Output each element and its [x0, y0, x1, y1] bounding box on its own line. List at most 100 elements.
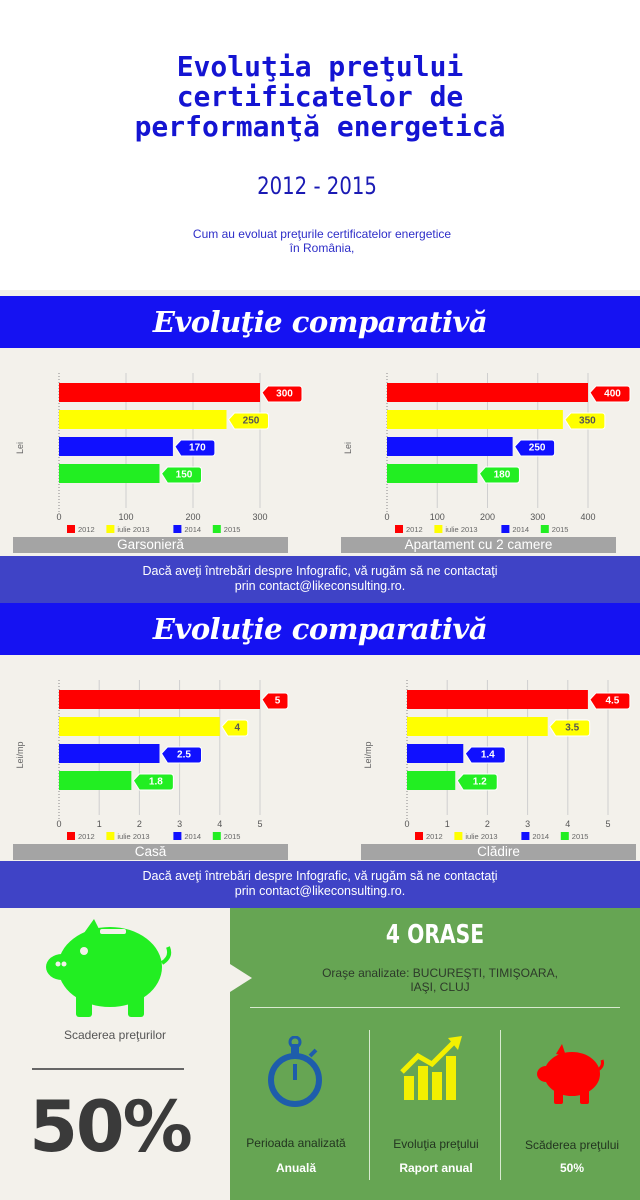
- chart-svg: 0 1 2 3 4 5 Lei/mp 5 4 2.5 1.8 2012 iulie 2013 2014 20…: [15, 680, 289, 841]
- summary-section: [0, 908, 640, 1200]
- legend-label: 2012: [406, 525, 423, 534]
- bar: [59, 464, 160, 483]
- bar: [407, 690, 588, 709]
- x-tick-label: 0: [56, 512, 61, 522]
- legend-swatch: [560, 832, 569, 840]
- y-axis-label: Lei/mp: [15, 741, 25, 768]
- x-tick-label: 0: [56, 819, 61, 829]
- data-label-bg: [160, 466, 202, 484]
- bar-chart-growth-icon: [400, 1036, 462, 1100]
- x-tick-label: 400: [580, 512, 595, 522]
- legend-swatch: [454, 832, 463, 840]
- data-label: 4: [235, 723, 241, 734]
- bar: [59, 771, 132, 790]
- chart-garsoniera: 0 100 200 300 Lei 300 250 170 150 2012 iulie 2013 2…: [13, 348, 303, 553]
- data-label: 1.2: [473, 777, 487, 788]
- contact-banner: Dacă aveţi întrebări despre Infografic, …: [0, 556, 640, 603]
- chart-svg: 0 1 2 3 4 5 Lei/mp 4.5 3.5 1.4 1.2 2012 iulie 2013 20…: [363, 680, 631, 841]
- x-tick-label: 1: [445, 819, 450, 829]
- x-tick-label: 3: [525, 819, 530, 829]
- chart-caption: Clădire: [361, 844, 636, 860]
- data-label-bg: [174, 439, 216, 457]
- x-tick-label: 200: [185, 512, 200, 522]
- x-tick-label: 4: [217, 819, 222, 829]
- legend-label: iulie 2013: [445, 525, 477, 534]
- x-tick-label: 0: [404, 819, 409, 829]
- chart-cladire: 0 1 2 3 4 5 Lei/mp 4.5 3.5 1.4 1.2 2012 iulie 2013 20…: [361, 655, 640, 860]
- data-label: 170: [189, 443, 206, 454]
- bar: [387, 383, 588, 402]
- analysis-period-value: Anuală: [275, 1161, 316, 1175]
- section-band-2: Evoluţie comparativă: [0, 603, 640, 655]
- year-range: 2012 - 2015: [257, 172, 377, 200]
- panel-pointer: [230, 964, 252, 992]
- y-axis-label: Lei: [343, 442, 353, 454]
- chart-caption: Casă: [13, 844, 288, 860]
- legend-swatch: [212, 525, 221, 533]
- data-label-bg: [464, 746, 506, 764]
- page-title: Evoluţia preţului certificatelor de perf…: [134, 50, 506, 143]
- bar: [407, 717, 548, 736]
- legend-swatch: [415, 832, 423, 840]
- stopwatch-icon: [268, 1036, 322, 1107]
- legend-label: 2012: [78, 525, 95, 534]
- x-tick-label: 300: [530, 512, 545, 522]
- divider: [250, 1007, 620, 1008]
- data-label: 150: [176, 470, 193, 481]
- legend-swatch: [106, 525, 115, 533]
- data-label: 3.5: [565, 723, 579, 734]
- legend-label: 2014: [184, 832, 201, 841]
- bar: [387, 410, 563, 429]
- chart-svg: 0 100 200 300 400 Lei 400 350 250 180 2012 iulie 20…: [343, 373, 631, 534]
- x-tick-label: 2: [485, 819, 490, 829]
- column-divider: [369, 1030, 370, 1180]
- bar: [407, 771, 456, 790]
- data-label-bg: [227, 412, 269, 430]
- legend-swatch: [212, 832, 221, 840]
- data-label: 2.5: [177, 750, 191, 761]
- bar: [59, 383, 260, 402]
- page-subtitle: Cum au evoluat preţurile certificatelor …: [192, 227, 452, 255]
- bar: [387, 464, 478, 483]
- price-decrease-col-value: 50%: [559, 1161, 585, 1175]
- data-label-bg: [160, 746, 202, 764]
- price-evolution-value: Raport anual: [399, 1161, 473, 1175]
- bar: [59, 690, 260, 709]
- data-label-bg: [549, 719, 591, 737]
- data-label-bg: [456, 773, 498, 791]
- legend-swatch: [173, 525, 182, 533]
- price-evolution-label: Evoluţia preţului: [393, 1137, 479, 1151]
- data-label: 400: [604, 389, 621, 400]
- bar: [59, 744, 160, 763]
- legend-label: 2014: [184, 525, 201, 534]
- data-label-bg: [589, 692, 631, 710]
- y-axis-label: Lei/mp: [363, 741, 373, 768]
- data-label-bg: [132, 773, 174, 791]
- legend-label: 2012: [78, 832, 95, 841]
- x-tick-label: 200: [480, 512, 495, 522]
- price-decrease-value: 50%: [29, 1086, 193, 1168]
- legend-label: 2015: [224, 832, 241, 841]
- bar: [387, 437, 513, 456]
- data-label-bg: [261, 692, 289, 710]
- x-tick-label: 4: [565, 819, 570, 829]
- legend-swatch: [501, 525, 510, 533]
- chart-apartament: 0 100 200 300 400 Lei 400 350 250 180 2012 iulie 20…: [341, 348, 631, 553]
- data-label-bg: [589, 385, 631, 403]
- data-label: 1.4: [481, 750, 495, 761]
- legend-swatch: [395, 525, 403, 533]
- piggy-bank-icon: [46, 919, 172, 1017]
- price-decrease-label: Scaderea preţurilor: [63, 1028, 167, 1042]
- x-tick-label: 2: [137, 819, 142, 829]
- y-axis-label: Lei: [15, 442, 25, 454]
- data-label-bg: [564, 412, 606, 430]
- piggy-bank-icon: [537, 1044, 604, 1104]
- data-label: 1.8: [149, 777, 163, 788]
- header: Evoluţia preţului certificatelor de perf…: [0, 0, 640, 290]
- legend-label: 2015: [224, 525, 241, 534]
- bar: [407, 744, 464, 763]
- data-label-bg: [478, 466, 520, 484]
- legend-swatch: [173, 832, 182, 840]
- legend-swatch: [434, 525, 443, 533]
- bar: [59, 437, 173, 456]
